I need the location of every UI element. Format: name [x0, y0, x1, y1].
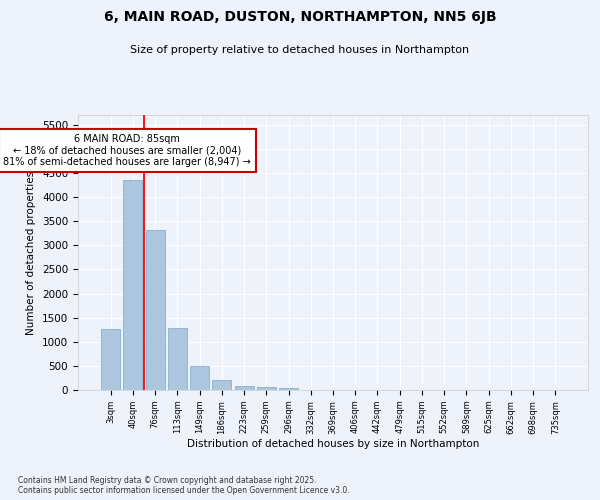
Bar — [101, 328, 120, 390]
Bar — [124, 180, 142, 390]
Text: Contains HM Land Registry data © Crown copyright and database right 2025.
Contai: Contains HM Land Registry data © Crown c… — [18, 476, 350, 495]
Bar — [235, 386, 254, 390]
Bar — [257, 388, 276, 390]
Y-axis label: Number of detached properties: Number of detached properties — [26, 170, 37, 334]
Text: 6, MAIN ROAD, DUSTON, NORTHAMPTON, NN5 6JB: 6, MAIN ROAD, DUSTON, NORTHAMPTON, NN5 6… — [104, 10, 496, 24]
Text: 6 MAIN ROAD: 85sqm
← 18% of detached houses are smaller (2,004)
81% of semi-deta: 6 MAIN ROAD: 85sqm ← 18% of detached hou… — [4, 134, 251, 168]
Bar — [190, 366, 209, 390]
Bar — [212, 380, 231, 390]
Bar — [146, 230, 164, 390]
Text: Size of property relative to detached houses in Northampton: Size of property relative to detached ho… — [130, 45, 470, 55]
Bar — [168, 328, 187, 390]
X-axis label: Distribution of detached houses by size in Northampton: Distribution of detached houses by size … — [187, 439, 479, 449]
Bar — [279, 388, 298, 390]
